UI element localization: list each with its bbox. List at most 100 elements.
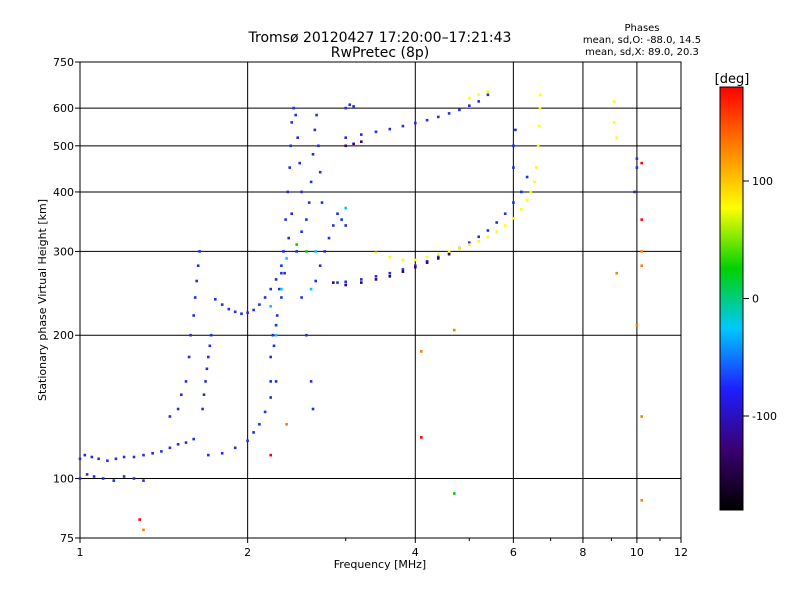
data-point [263,410,267,414]
data-point [414,265,417,269]
colorbar-tick-label: -100 [752,410,777,423]
data-point [269,396,272,399]
data-point [208,344,212,348]
data-point [278,287,281,291]
data-point [477,240,480,243]
data-point [275,314,279,317]
data-point [258,423,261,426]
data-point [201,407,204,411]
data-point [344,283,347,287]
data-point [289,144,292,148]
series-2 [374,90,618,262]
data-point [280,264,283,267]
data-point [263,296,267,299]
data-point [360,140,363,143]
data-point [106,459,109,462]
data-point [311,153,315,156]
data-point [388,255,392,259]
data-point [318,170,322,174]
data-point [486,229,490,232]
data-point [323,250,326,253]
data-point [388,275,392,278]
data-point [615,271,618,275]
data-point [307,201,311,204]
data-point [189,333,192,337]
data-point [437,252,440,256]
data-point [344,224,347,227]
data-point [184,380,188,383]
y-tick-label: 600 [53,102,74,115]
data-point [274,323,278,327]
data-point [640,161,643,165]
data-point [300,230,303,233]
grid-lines [80,62,681,538]
data-point [204,380,207,383]
data-point [122,455,126,459]
data-point [269,453,272,457]
data-point [525,198,529,202]
data-point [468,96,471,100]
data-point [196,264,200,267]
data-point [512,201,515,204]
data-point [525,175,529,179]
data-point [453,492,456,495]
data-point [453,328,456,332]
series-5 [138,161,643,521]
data-point [168,415,172,418]
data-point [220,303,224,306]
data-point [283,271,286,275]
data-point [458,108,461,112]
data-point [495,230,498,233]
data-point [269,380,272,383]
data-point [635,323,639,327]
data-point [437,255,440,259]
data-point [420,436,423,439]
data-point [344,280,347,284]
colorbar [719,86,744,511]
series-1 [332,140,451,287]
data-point [142,528,145,532]
y-axis-ticks: 75 100 200 300 400 500 600 750 [53,56,80,545]
data-point [285,423,288,426]
data-point [101,477,105,480]
data-point [295,250,298,253]
y-tick-label: 400 [53,186,74,199]
data-point [529,190,533,194]
data-point [233,310,237,314]
y-tick-label: 300 [53,245,74,258]
data-point [284,218,287,221]
data-point [332,281,335,284]
phases-heading: Phases [624,23,659,34]
data-point [258,303,261,306]
data-point [503,224,507,227]
data-point [486,90,490,93]
data-point [447,252,451,256]
data-point [477,100,480,103]
series-4 [295,243,456,495]
data-point [503,212,507,215]
data-point [294,113,297,117]
data-point [538,93,542,97]
data-point [300,190,303,194]
data-point [176,407,180,411]
data-point [318,264,322,267]
data-point [401,268,405,271]
data-point [160,450,163,453]
data-point [327,236,331,240]
data-point [112,479,116,482]
data-point [233,446,237,450]
data-point [286,190,289,194]
data-point [520,207,523,211]
data-point [401,258,405,262]
data-point [280,271,283,275]
data-point [309,287,313,291]
y-tick-label: 75 [60,532,74,545]
data-point [477,93,480,97]
data-point [401,124,405,128]
data-point [285,257,288,260]
data-point [311,407,315,411]
data-point [274,333,278,337]
data-point [360,281,363,284]
data-point [340,218,343,221]
data-point [612,100,616,103]
